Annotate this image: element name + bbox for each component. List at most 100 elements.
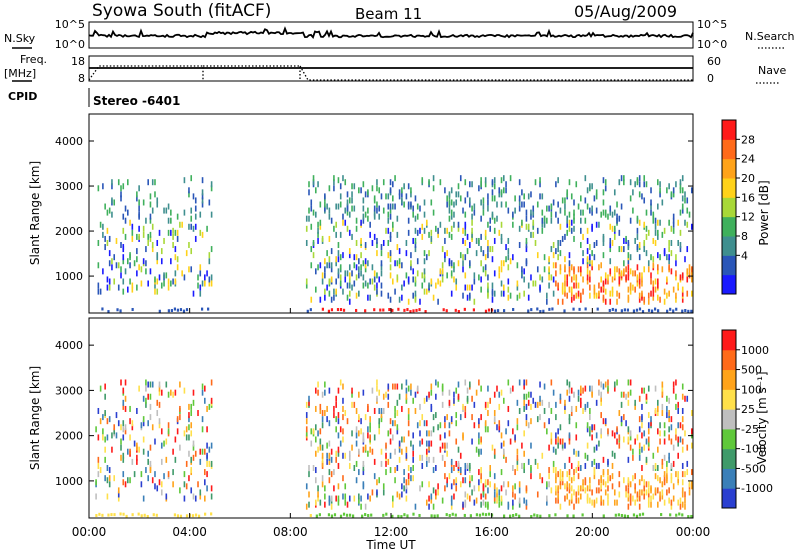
power-echo-cell (208, 199, 211, 206)
power-echo-cell (450, 260, 453, 267)
velocity-echo-cell (190, 467, 193, 474)
power-echo-cell (362, 282, 365, 289)
power-echo-cell (145, 246, 147, 253)
velocity-echo-cell (555, 401, 557, 408)
power-echo-cell (618, 292, 621, 299)
power-echo-cell (609, 242, 612, 249)
nsearch-tick-top: 10^5 (697, 18, 727, 31)
velocity-ylabel: Slant Range [km] (28, 366, 42, 470)
velocity-echo-cell (686, 444, 689, 451)
power-echo-cell (457, 260, 460, 267)
power-echo-cell (641, 280, 643, 287)
velocity-echo-cell (638, 503, 641, 510)
power-echo-cell (326, 284, 328, 291)
velocity-echo-cell (167, 471, 170, 478)
velocity-echo-cell (432, 467, 435, 474)
power-echo-cell (201, 280, 204, 287)
velocity-echo-cell (108, 467, 111, 474)
power-echo-cell (210, 211, 213, 218)
power-echo-cell (380, 193, 383, 200)
velocity-echo-cell (106, 477, 109, 484)
power-echo-cell (360, 187, 362, 194)
power-echo-cell (120, 272, 122, 279)
power-echo-cell (106, 239, 109, 246)
velocity-echo-cell (629, 493, 632, 500)
power-echo-cell (647, 266, 650, 273)
velocity-echo-cell (204, 479, 206, 486)
power-echo-cell (158, 274, 161, 281)
nsky-label: N.Sky (4, 32, 36, 45)
velocity-echo-cell (433, 514, 436, 518)
power-echo-cell (97, 239, 100, 246)
power-echo-cell (416, 203, 419, 210)
power-echo-cell (317, 221, 319, 228)
velocity-echo-cell (450, 458, 453, 465)
velocity-echo-cell (376, 379, 378, 386)
velocity-echo-cell (403, 513, 406, 517)
power-echo-cell (668, 246, 670, 253)
velocity-echo-cell (140, 514, 143, 518)
power-echo-cell (568, 211, 571, 218)
velocity-echo-cell (188, 412, 190, 419)
power-echo-cell (305, 225, 308, 232)
power-echo-cell (609, 205, 612, 212)
velocity-echo-cell (453, 479, 455, 486)
power-echo-cell (117, 179, 120, 186)
power-echo-cell (559, 207, 562, 214)
velocity-echo-cell (147, 475, 149, 482)
velocity-echo-cell (509, 514, 512, 518)
velocity-echo-cell (684, 430, 686, 437)
velocity-echo-cell (421, 454, 424, 461)
freq-tick-top: 18 (71, 55, 85, 68)
power-echo-cell (131, 229, 134, 236)
velocity-echo-cell (199, 493, 202, 500)
velocity-echo-cell (638, 495, 641, 502)
power-echo-cell (500, 290, 503, 297)
power-echo-cell (111, 258, 113, 265)
velocity-echo-cell (122, 387, 125, 394)
velocity-echo-cell (314, 499, 317, 506)
power-echo-cell (444, 227, 446, 234)
velocity-echo-cell (496, 487, 498, 494)
power-echo-cell (548, 256, 550, 263)
velocity-echo-cell (502, 514, 506, 518)
power-echo-cell (491, 256, 494, 263)
power-echo-cell (661, 266, 664, 273)
velocity-ytick-label-2: 3000 (55, 384, 83, 397)
velocity-echo-cell (686, 460, 689, 467)
velocity-echo-cell (623, 436, 625, 443)
power-echo-cell (414, 290, 417, 297)
velocity-echo-cell (672, 381, 675, 388)
velocity-echo-cell (369, 446, 371, 453)
velocity-echo-cell (577, 460, 580, 467)
power-echo-cell (136, 191, 138, 198)
velocity-echo-cell (149, 460, 152, 467)
velocity-echo-cell (412, 512, 415, 516)
power-echo-cell (364, 262, 367, 269)
velocity-echo-cell (681, 479, 684, 486)
power-echo-cell (379, 308, 382, 312)
velocity-echo-cell (523, 399, 525, 406)
velocity-echo-cell (179, 405, 181, 412)
velocity-echo-cell (480, 414, 482, 421)
power-echo-cell (362, 217, 365, 224)
power-echo-cell (626, 308, 630, 312)
velocity-echo-cell (337, 418, 340, 425)
velocity-echo-cell (167, 428, 170, 435)
velocity-echo-cell (333, 513, 337, 517)
power-echo-cell (360, 252, 362, 259)
velocity-echo-cell (446, 450, 448, 457)
power-echo-cell (147, 239, 149, 246)
power-echo-cell (480, 260, 482, 267)
velocity-echo-cell (516, 399, 519, 406)
power-echo-cell (636, 274, 639, 281)
power-echo-cell (99, 221, 102, 228)
velocity-echo-cell (523, 467, 525, 474)
velocity-echo-cell (436, 514, 439, 518)
velocity-echo-cell (577, 489, 580, 496)
velocity-echo-cell (484, 493, 487, 500)
velocity-echo-cell (421, 438, 424, 445)
velocity-echo-cell (421, 462, 424, 469)
velocity-echo-cell (663, 471, 666, 478)
power-echo-cell (568, 286, 571, 293)
